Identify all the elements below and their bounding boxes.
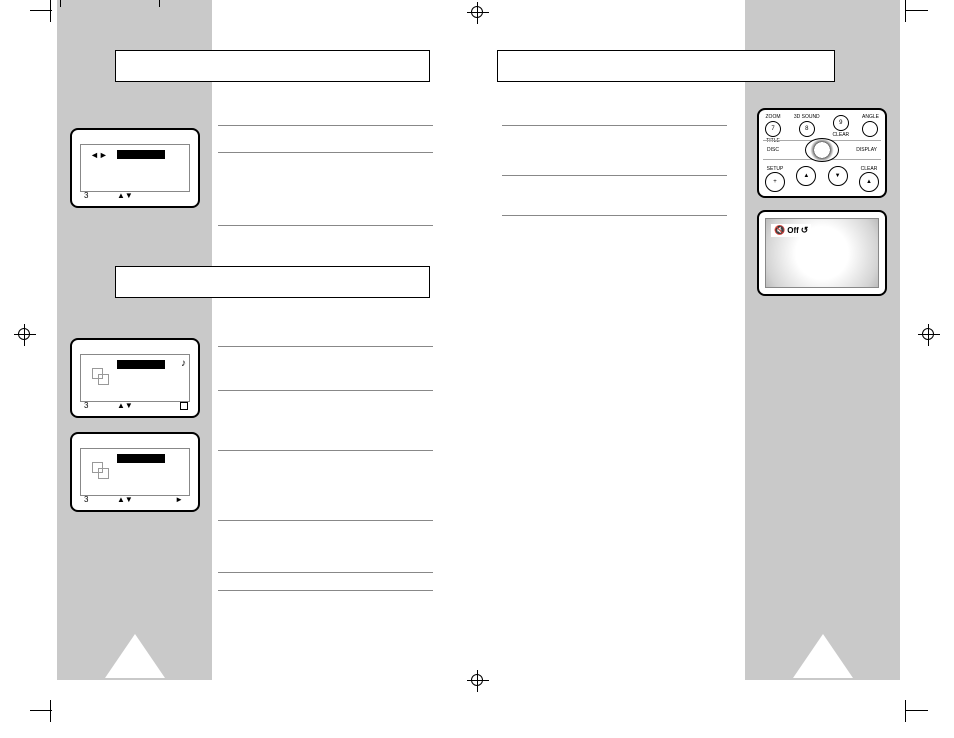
registration-mark (467, 2, 489, 24)
screen-illustration-1: ◄► 3 ▲▼ (70, 128, 200, 208)
illus-black-bar (117, 360, 165, 369)
section-title-left-2 (115, 266, 430, 298)
rule (218, 590, 433, 591)
off-text: Off (787, 226, 799, 235)
rule (502, 215, 727, 216)
rule (218, 346, 433, 347)
screen-illustration-2: ♪ 3 ▲▼ (70, 338, 200, 418)
crop-mark (906, 710, 928, 711)
rule (218, 225, 433, 226)
speaker-icon: 🔇 (774, 225, 785, 236)
remote-num-button: 8 (799, 121, 815, 137)
header-tab (60, 0, 160, 7)
illus-arrows-icon: ◄► (90, 150, 108, 160)
remote-num-button: 9 (833, 115, 849, 131)
remote-round-button: + (765, 172, 785, 192)
illus-channel: 3 (84, 401, 88, 410)
remote-round-button: ▲ (796, 166, 816, 186)
remote-round-button: ▼ (828, 166, 848, 186)
repeat-icon: ↺ (801, 225, 809, 236)
illus-channel: 3 (84, 495, 88, 504)
rule (502, 125, 727, 126)
illus-updown-icon: ▲▼ (117, 495, 133, 504)
rule (502, 175, 727, 176)
triangle-up-icon (105, 634, 165, 678)
remote-num: 9 (839, 120, 842, 126)
illus-pip-icon (98, 374, 109, 385)
remote-num: 8 (805, 126, 808, 132)
crop-mark (30, 710, 52, 711)
rule (218, 390, 433, 391)
crop-mark (905, 700, 906, 722)
remote-num: 7 (771, 126, 774, 132)
margin-column-right (745, 0, 900, 680)
illus-small-box (180, 402, 188, 410)
section-title-left-1 (115, 50, 430, 82)
remote-mid-label: DISC (767, 147, 779, 153)
section-title-right (497, 50, 835, 82)
remote-bottom-row: SETUP + ▲ ▼ CLEAR ▲ (765, 166, 879, 192)
triangle-up-icon (793, 634, 853, 678)
rule (218, 520, 433, 521)
remote-num-button: 7 (765, 121, 781, 137)
remote-btn-label: CLEAR (833, 132, 850, 138)
illus-pip-icon (98, 468, 109, 479)
registration-mark (14, 324, 36, 346)
screen-illustration-3: 3 ▲▼ ► (70, 432, 200, 512)
remote-btn-label: ANGLE (862, 114, 879, 120)
remote-num-button (862, 121, 878, 137)
crop-mark (50, 700, 51, 722)
illus-note-icon: ♪ (181, 358, 186, 369)
osd-off-label: 🔇 Off ↺ (771, 224, 811, 237)
crop-mark (906, 10, 928, 11)
remote-illustration: ZOOM 7 TITLE 3D SOUND 8 9 CLEAR ANGLE DI… (757, 108, 887, 198)
rule (218, 572, 433, 573)
remote-btn-label: 3D SOUND (794, 114, 820, 120)
remote-round-button: ▲ (859, 172, 879, 192)
illus-channel: 3 (84, 191, 88, 200)
crop-mark (905, 0, 906, 22)
rule (218, 152, 433, 153)
crop-mark (50, 0, 51, 22)
illus-play-icon: ► (175, 495, 183, 504)
rule (218, 450, 433, 451)
rule (218, 125, 433, 126)
registration-mark (918, 324, 940, 346)
remote-mid-label: DISPLAY (856, 147, 877, 153)
illus-black-bar (117, 454, 165, 463)
remote-btn-label: ZOOM (766, 114, 781, 120)
illus-black-bar (117, 150, 165, 159)
remote-select-dial (805, 138, 839, 162)
crop-mark (30, 10, 52, 11)
tv-screen-illustration: 🔇 Off ↺ (757, 210, 887, 296)
illus-updown-icon: ▲▼ (117, 191, 133, 200)
registration-mark (467, 670, 489, 692)
illus-updown-icon: ▲▼ (117, 401, 133, 410)
